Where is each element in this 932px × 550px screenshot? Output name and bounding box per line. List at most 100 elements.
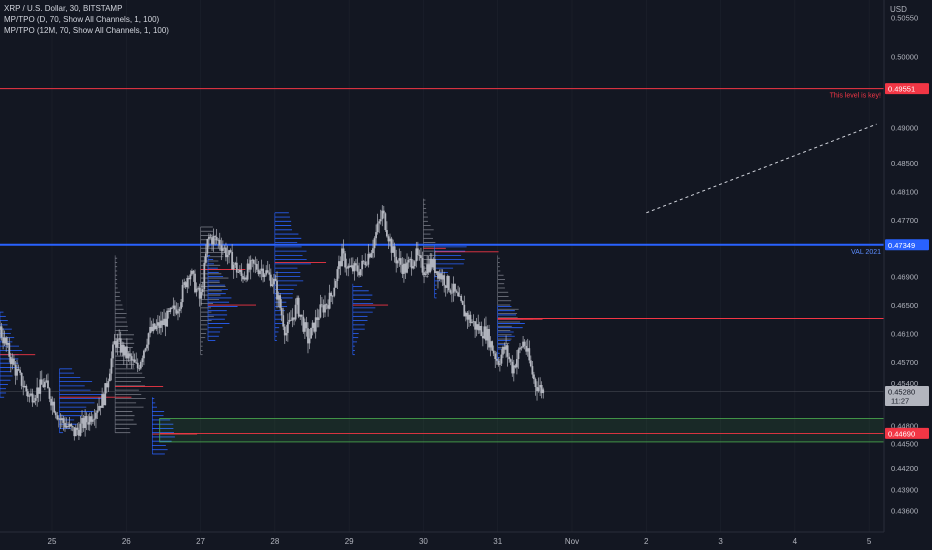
price-tick-label: 0.46100 [891,329,918,338]
candle-body [175,309,178,314]
candle-body [152,323,155,332]
candle-body [389,238,391,242]
candle-body [339,261,342,267]
candle-body [429,258,432,272]
candle-body [303,322,306,332]
candle-body [423,272,425,276]
candle-body [269,274,272,286]
candle-body [177,311,179,314]
candle-body [42,384,45,388]
val-2021-note: VAL 2021 [851,249,881,256]
candle-body [325,304,328,306]
candle-body [164,318,167,327]
candle-body [526,348,529,352]
candle-body [372,248,374,254]
candle-body [40,379,43,385]
candle-body [132,359,134,361]
candle-body [437,271,439,279]
candle-body [413,261,416,267]
candle-body [26,391,29,397]
candle-body [393,246,396,257]
candle-body [90,416,93,422]
candle-body [375,232,377,239]
candle-body [367,253,370,265]
candle-body [443,275,446,286]
candle-body [172,305,175,309]
candle-body [511,361,514,374]
candle-body [421,258,424,273]
candle-body [71,426,74,428]
candle-body [211,237,213,245]
val-price-label-bg [885,239,929,251]
candle-body [119,338,122,353]
val-price-label: 0.47349 [888,241,915,250]
candle-body [506,345,509,357]
candle-body [79,423,82,436]
candle-body [143,350,145,359]
candle-body [492,350,495,354]
candle-body [396,260,399,264]
candle-body [110,358,113,374]
candle-body [390,238,393,253]
price-tick-label: 0.48100 [891,188,918,197]
candle-body [313,322,316,332]
candle-body [305,322,308,329]
candle-body [480,325,483,337]
price-tick-label: 0.44500 [891,439,918,448]
candle-body [203,262,206,290]
candle-body [3,337,6,344]
candle-body [489,341,492,348]
candle-body [91,419,94,422]
candle-body [139,362,142,369]
indicator-yearly-profile[interactable]: MP/TPO (12M, 70, Show All Channels, 1, 1… [4,26,169,35]
candle-body [96,410,99,413]
candle-body [454,283,456,292]
candle-body [130,356,133,361]
candle-body [115,341,117,348]
candle-body [156,322,159,326]
candle-body [50,398,52,406]
candle-body [88,416,91,425]
candle-body [33,400,35,403]
candle-body [464,312,467,317]
candle-body [260,268,263,271]
candle-body [36,387,39,399]
candle-body [452,283,455,293]
candle-body [297,297,300,317]
indicator-daily-profile[interactable]: MP/TPO (D, 70, Show All Channels, 1, 100… [4,15,160,24]
candle-body [523,341,526,346]
candle-body [217,239,220,241]
candle-body [384,213,387,231]
time-tick-label: 27 [196,537,205,546]
candle-body [166,310,169,327]
candle-body [311,322,314,328]
candle-body [395,256,398,264]
candle-body [509,359,512,362]
candle-body [246,263,249,280]
time-axis[interactable]: 25 26 27 28 29 30 31 Nov 2 3 4 5 [0,531,932,550]
candle-body [124,346,127,356]
candle-body [191,270,193,275]
candle-body [20,372,23,386]
candle-body [356,265,359,272]
price-tick-label: 0.46900 [891,273,918,282]
candle-body [135,362,138,364]
candle-body [314,317,317,332]
candle-body [457,292,459,297]
candle-body [209,236,212,238]
support-zone [159,418,885,443]
candle-body [505,345,507,350]
candle-body [512,365,515,374]
candle-body [118,338,121,340]
price-axis[interactable]: USD0.505500.500000.490000.485000.481000.… [883,0,932,550]
candle-body [167,310,170,313]
candle-body [19,370,22,373]
market-profiles [0,198,543,455]
candle-body [540,385,543,394]
candle-body [0,326,1,330]
candle-body [235,262,238,273]
candle-body [427,264,430,272]
candle-body [418,255,421,256]
candle-body [0,326,3,338]
